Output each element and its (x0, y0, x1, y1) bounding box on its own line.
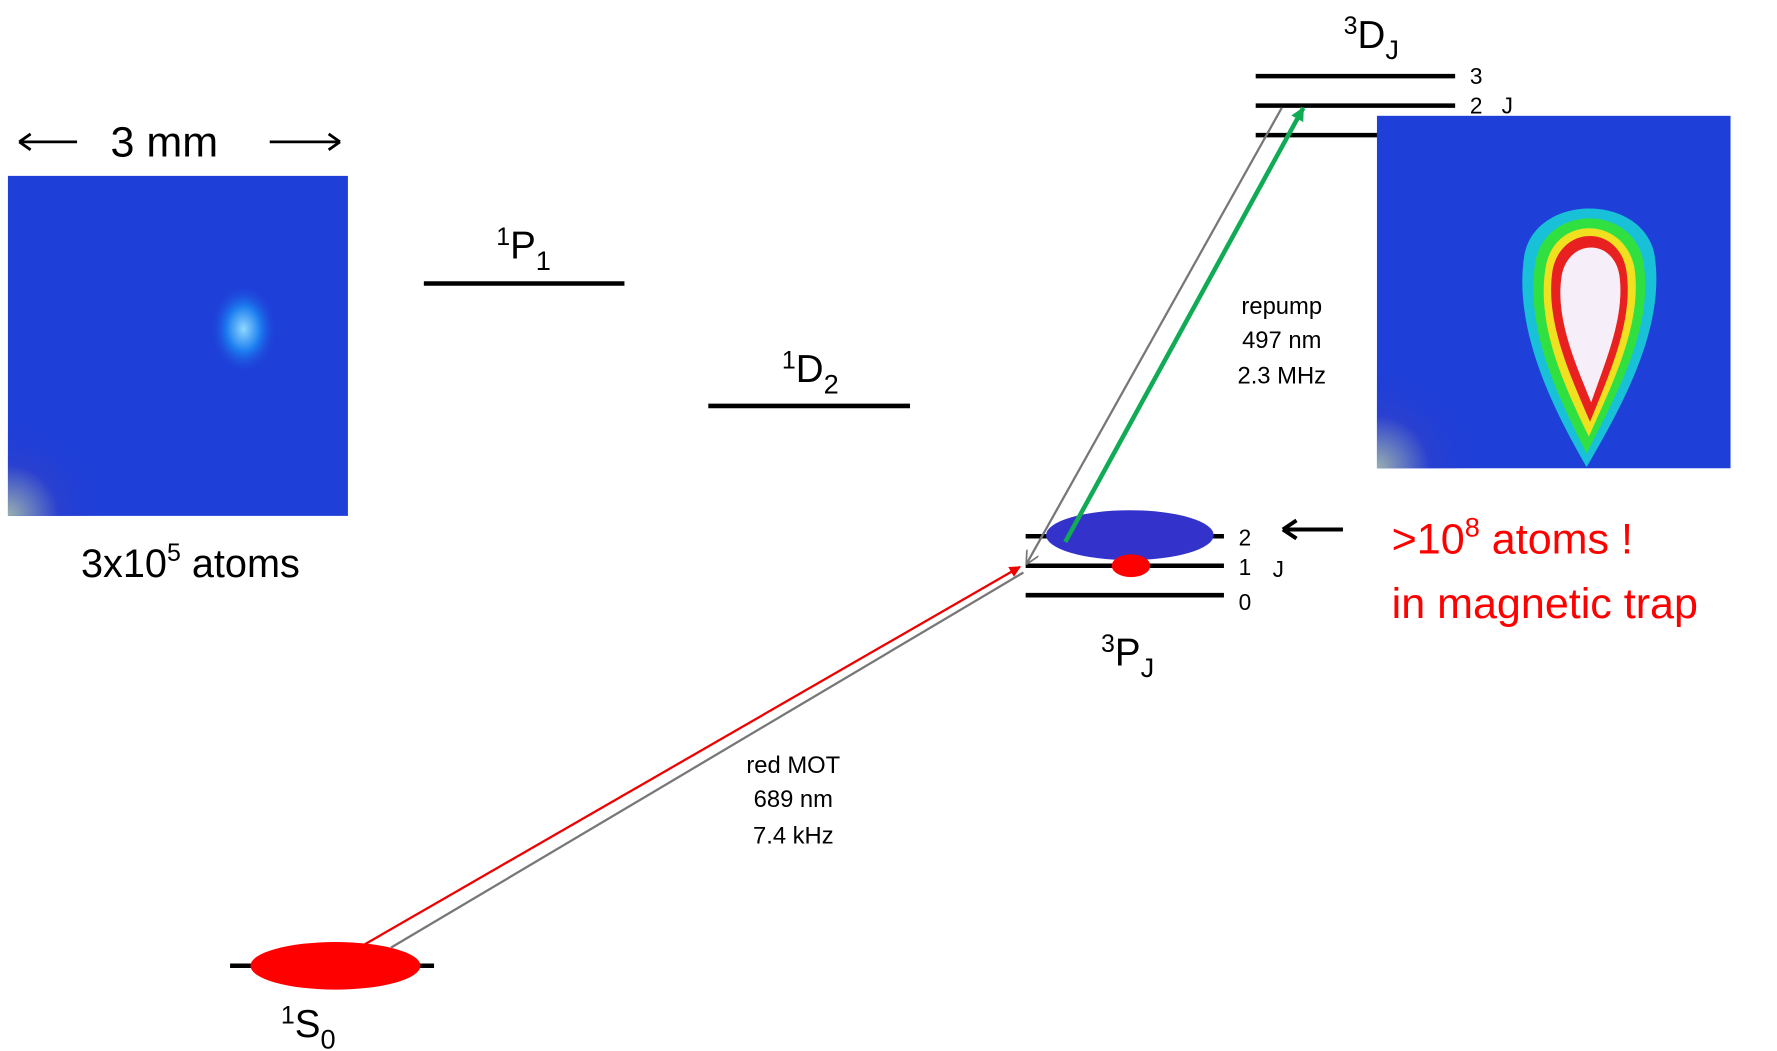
level-label: 3PJ (1101, 630, 1154, 683)
red-mot-arrow (365, 567, 1020, 944)
sublevel-label: 3 (1470, 63, 1483, 89)
left-caption: 3x105 atoms (81, 539, 300, 586)
level-label: 1S0 (281, 1002, 336, 1051)
sublevel-label: 2 (1470, 93, 1483, 119)
level-label: 1P1 (496, 223, 551, 276)
transition-label: 7.4 kHz (753, 822, 834, 849)
j-label: J (1502, 93, 1513, 119)
sublevel-label: 0 (1239, 589, 1252, 615)
level-label: 3DJ (1344, 12, 1399, 65)
transition-label: 689 nm (754, 786, 833, 813)
pointer-arrow (1283, 520, 1343, 538)
left-image (8, 176, 348, 516)
scale-label: 3 mm (111, 119, 219, 167)
transition-label: 2.3 MHz (1237, 362, 1326, 389)
transition-label: repump (1241, 293, 1322, 320)
sublevel-label: 1 (1239, 554, 1252, 580)
j-label: J (1273, 556, 1284, 582)
level-label: 1D2 (782, 347, 839, 400)
right-image (1377, 116, 1731, 468)
sublevel-label: 2 (1239, 524, 1252, 550)
transition-label: red MOT (746, 752, 840, 779)
right-caption: in magnetic trap (1392, 580, 1698, 628)
level-3pj (1026, 510, 1224, 595)
right-caption: >108 atoms ! (1392, 511, 1633, 563)
decay-line (391, 573, 1023, 948)
transition-label: 497 nm (1242, 327, 1321, 354)
level-1s0 (230, 942, 434, 990)
diagram: 3 mm 3x105 atoms 1P1 1D2 3 2 J 3DJ 2 1 0… (0, 0, 1777, 1051)
repump-arrow (1065, 108, 1303, 542)
